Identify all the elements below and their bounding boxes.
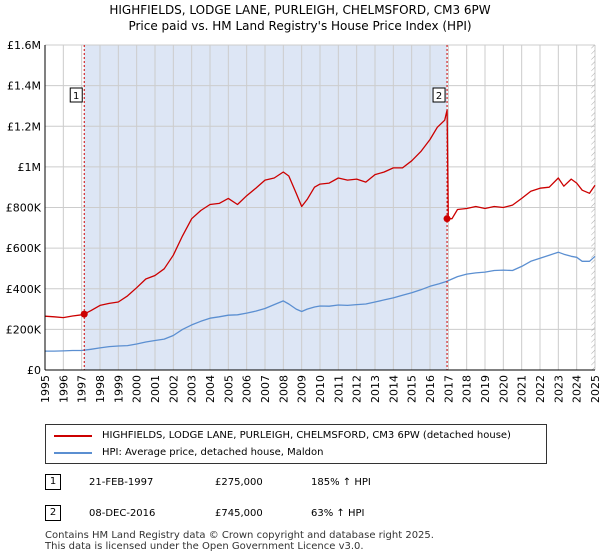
footer-copyright: Contains HM Land Registry data © Crown c… (45, 530, 434, 541)
legend-label-hpi: HPI: Average price, detached house, Mald… (102, 447, 324, 458)
y-tick-label: £1M (18, 161, 42, 174)
transaction-number: 1 (45, 474, 61, 490)
sale-point (80, 310, 88, 318)
x-tick-label: 2009 (296, 375, 309, 403)
x-tick-label: 2016 (424, 375, 437, 403)
x-tick-label: 2018 (461, 375, 474, 403)
property-price-line (44, 109, 596, 319)
x-tick-label: 2025 (589, 375, 600, 403)
x-tick-label: 2011 (332, 375, 345, 403)
x-tick-label: 2021 (516, 375, 529, 403)
price-chart: 1 2 £0 £200K £400K £600K £800K £1M £1.2M £1.4M £1… (6, 39, 600, 403)
legend-label-property: HIGHFIELDS, LODGE LANE, PURLEIGH, CHELMS… (102, 430, 511, 441)
y-tick-label: £1.2M (7, 120, 41, 133)
x-tick-label: 2015 (406, 375, 419, 403)
sale-marker-label: 1 (73, 91, 79, 102)
x-tick-label: 2014 (387, 375, 400, 403)
chart-title: HIGHFIELDS, LODGE LANE, PURLEIGH, CHELMS… (109, 3, 491, 17)
y-tick-label: £1.6M (7, 39, 41, 52)
y-tick-label: £800K (6, 202, 42, 215)
sale-marker-box (432, 87, 446, 103)
x-tick-label: 2024 (571, 375, 584, 403)
y-tick-label: £0 (27, 364, 41, 377)
legend-swatch-property (54, 435, 92, 437)
legend-swatch-hpi (54, 452, 92, 454)
transaction-hpi: 185% ↑ HPI (311, 477, 371, 488)
transaction-row: 1 21-FEB-1997 £275,000 185% ↑ HPI (45, 474, 585, 490)
footer-licence: This data is licensed under the Open Gov… (45, 541, 364, 552)
footer: Contains HM Land Registry data © Crown c… (45, 530, 434, 552)
transaction-number: 2 (45, 505, 61, 521)
x-tick-label: 1995 (39, 375, 52, 403)
sale-marker-label: 2 (436, 91, 442, 102)
x-tick-label: 2001 (149, 375, 162, 403)
x-tick-label: 2007 (259, 375, 272, 403)
y-tick-label: £200K (6, 323, 42, 336)
x-tick-label: 1998 (94, 375, 107, 403)
x-tick-label: 2017 (442, 375, 455, 403)
y-tick-label: £1.4M (7, 80, 41, 93)
x-tick-label: 1999 (112, 375, 125, 403)
sale-marker-box (69, 87, 83, 103)
x-tick-label: 2020 (497, 375, 510, 403)
x-tick-label: 2003 (186, 375, 199, 403)
y-tick-label: £400K (6, 283, 42, 296)
transaction-date: 08-DEC-2016 (89, 508, 156, 519)
x-tick-label: 2010 (314, 375, 327, 403)
chart-subtitle: Price paid vs. HM Land Registry's House … (128, 19, 472, 33)
x-tick-label: 2008 (277, 375, 290, 403)
x-tick-label: 2006 (241, 375, 254, 403)
transaction-price: £745,000 (215, 508, 263, 519)
x-tick-label: 2012 (351, 375, 364, 403)
chart-legend: HIGHFIELDS, LODGE LANE, PURLEIGH, CHELMS… (45, 424, 547, 464)
x-tick-label: 2013 (369, 375, 382, 403)
x-tick-label: 2022 (534, 375, 547, 403)
hatched-region (591, 45, 595, 370)
x-tick-label: 2023 (552, 375, 565, 403)
x-tick-label: 2019 (479, 375, 492, 403)
hpi-line (45, 251, 596, 352)
x-tick-label: 2002 (167, 375, 180, 403)
transaction-row: 2 08-DEC-2016 £745,000 63% ↑ HPI (45, 505, 585, 521)
y-tick-label: £600K (6, 242, 42, 255)
x-tick-label: 2005 (222, 375, 235, 403)
x-tick-label: 2004 (204, 375, 217, 403)
sale-point (443, 215, 451, 223)
x-tick-label: 2000 (131, 375, 144, 403)
transaction-date: 21-FEB-1997 (89, 477, 154, 488)
x-tick-label: 1997 (76, 375, 89, 403)
x-tick-label: 1996 (57, 375, 70, 403)
transaction-hpi: 63% ↑ HPI (311, 508, 365, 519)
transaction-price: £275,000 (215, 477, 263, 488)
